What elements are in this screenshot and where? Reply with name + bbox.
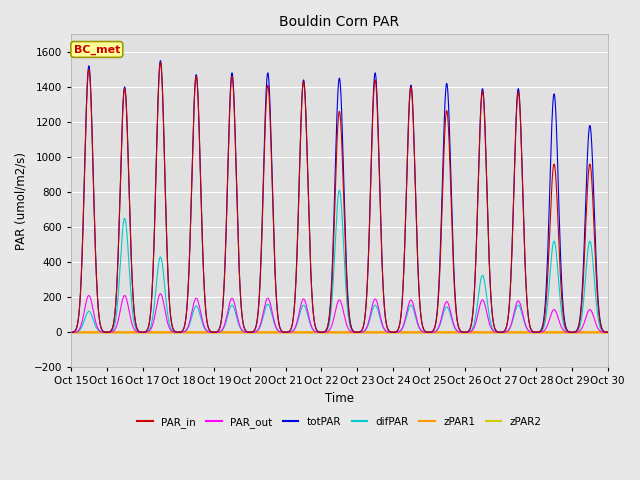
zPAR1 bbox=[490, 329, 497, 335]
zPAR2 bbox=[176, 329, 184, 335]
difPAR bbox=[413, 321, 421, 326]
PAR_out bbox=[157, 291, 164, 297]
PAR_in bbox=[490, 321, 497, 326]
Line: difPAR: difPAR bbox=[71, 191, 608, 332]
PAR_in bbox=[268, 176, 276, 181]
zPAR1 bbox=[176, 329, 184, 335]
difPAR bbox=[602, 329, 610, 335]
zPAR2 bbox=[602, 329, 610, 335]
totPAR bbox=[604, 329, 612, 335]
totPAR bbox=[602, 329, 610, 335]
totPAR bbox=[490, 321, 497, 326]
PAR_out bbox=[413, 319, 421, 324]
Y-axis label: PAR (umol/m2/s): PAR (umol/m2/s) bbox=[15, 152, 28, 250]
totPAR bbox=[177, 329, 184, 335]
PAR_in bbox=[182, 315, 189, 321]
PAR_in bbox=[67, 329, 75, 335]
Legend: PAR_in, PAR_out, totPAR, difPAR, zPAR1, zPAR2: PAR_in, PAR_out, totPAR, difPAR, zPAR1, … bbox=[133, 413, 546, 432]
totPAR bbox=[157, 58, 164, 63]
zPAR2 bbox=[413, 329, 421, 335]
Line: totPAR: totPAR bbox=[71, 60, 608, 332]
PAR_in bbox=[177, 329, 184, 335]
PAR_out bbox=[604, 329, 612, 335]
PAR_out bbox=[602, 329, 610, 335]
zPAR1 bbox=[182, 329, 189, 335]
totPAR bbox=[413, 249, 421, 254]
PAR_in bbox=[413, 249, 421, 255]
PAR_out bbox=[268, 308, 276, 314]
difPAR bbox=[268, 312, 276, 317]
difPAR bbox=[176, 329, 184, 335]
totPAR bbox=[268, 168, 276, 174]
zPAR2 bbox=[268, 329, 276, 335]
X-axis label: Time: Time bbox=[325, 392, 354, 405]
zPAR2 bbox=[182, 329, 189, 335]
PAR_out bbox=[67, 329, 75, 335]
zPAR2 bbox=[490, 329, 497, 335]
zPAR1 bbox=[604, 329, 612, 335]
PAR_out bbox=[182, 328, 189, 334]
zPAR1 bbox=[413, 329, 421, 335]
Line: PAR_out: PAR_out bbox=[71, 294, 608, 332]
Title: Bouldin Corn PAR: Bouldin Corn PAR bbox=[279, 15, 399, 29]
totPAR bbox=[182, 315, 189, 321]
PAR_out bbox=[490, 328, 497, 334]
difPAR bbox=[67, 329, 75, 335]
PAR_in bbox=[157, 60, 164, 65]
zPAR2 bbox=[604, 329, 612, 335]
PAR_in bbox=[602, 329, 610, 335]
difPAR bbox=[335, 188, 343, 193]
zPAR1 bbox=[67, 329, 75, 335]
difPAR bbox=[182, 328, 189, 334]
zPAR2 bbox=[67, 329, 75, 335]
difPAR bbox=[490, 327, 497, 333]
totPAR bbox=[67, 329, 75, 335]
PAR_in bbox=[604, 329, 612, 335]
Text: BC_met: BC_met bbox=[74, 44, 120, 55]
PAR_out bbox=[177, 329, 184, 335]
zPAR1 bbox=[268, 329, 276, 335]
difPAR bbox=[604, 329, 612, 335]
zPAR1 bbox=[602, 329, 610, 335]
Line: PAR_in: PAR_in bbox=[71, 62, 608, 332]
